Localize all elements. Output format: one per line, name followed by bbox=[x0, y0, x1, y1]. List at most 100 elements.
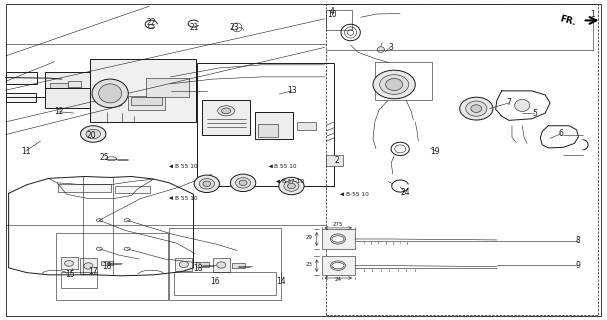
Ellipse shape bbox=[64, 260, 73, 266]
Text: 16: 16 bbox=[211, 277, 220, 286]
Bar bbox=[169, 228, 281, 300]
Bar bbox=[322, 256, 355, 275]
Ellipse shape bbox=[330, 234, 345, 244]
Text: 14: 14 bbox=[276, 277, 285, 286]
Text: B 55 10: B 55 10 bbox=[274, 164, 297, 169]
Bar bbox=[202, 100, 250, 135]
Text: 9: 9 bbox=[575, 261, 580, 270]
Ellipse shape bbox=[92, 79, 128, 108]
Ellipse shape bbox=[84, 263, 93, 269]
Ellipse shape bbox=[284, 181, 299, 191]
Ellipse shape bbox=[99, 84, 121, 103]
Text: 12: 12 bbox=[54, 107, 64, 116]
Bar bbox=[255, 112, 293, 140]
Ellipse shape bbox=[379, 75, 409, 94]
Bar bbox=[58, 184, 111, 192]
Bar bbox=[297, 122, 316, 130]
Bar bbox=[56, 233, 168, 300]
Text: 275: 275 bbox=[333, 222, 343, 227]
Bar bbox=[375, 62, 432, 100]
Text: B-55 10: B-55 10 bbox=[346, 192, 368, 197]
Ellipse shape bbox=[515, 100, 530, 111]
Bar bbox=[322, 229, 355, 249]
Text: 3: 3 bbox=[388, 43, 393, 52]
Bar bbox=[115, 186, 150, 193]
Text: 20: 20 bbox=[86, 131, 96, 140]
Text: 24: 24 bbox=[400, 188, 410, 197]
Ellipse shape bbox=[231, 174, 256, 192]
Text: 2: 2 bbox=[334, 156, 339, 165]
Ellipse shape bbox=[373, 70, 415, 99]
Ellipse shape bbox=[218, 106, 235, 116]
Bar bbox=[197, 63, 334, 186]
Ellipse shape bbox=[459, 97, 493, 120]
Text: 6: 6 bbox=[558, 129, 563, 138]
Bar bbox=[45, 72, 90, 93]
Bar bbox=[196, 262, 209, 267]
Text: 18: 18 bbox=[103, 262, 112, 271]
Ellipse shape bbox=[279, 177, 304, 195]
Bar bbox=[80, 258, 97, 274]
Text: 21: 21 bbox=[190, 23, 200, 32]
Text: FR.: FR. bbox=[558, 15, 577, 28]
Bar bbox=[128, 96, 164, 110]
Bar bbox=[146, 77, 189, 97]
Text: 17: 17 bbox=[89, 267, 98, 276]
Ellipse shape bbox=[239, 180, 247, 186]
Ellipse shape bbox=[203, 181, 211, 187]
Text: 8: 8 bbox=[575, 236, 580, 245]
Bar bbox=[90, 59, 196, 122]
Text: 29: 29 bbox=[305, 235, 313, 240]
Bar bbox=[5, 93, 36, 102]
Bar bbox=[61, 272, 97, 288]
Text: 19: 19 bbox=[430, 147, 440, 156]
Ellipse shape bbox=[385, 78, 402, 91]
Ellipse shape bbox=[222, 108, 231, 114]
Bar bbox=[61, 257, 78, 269]
Circle shape bbox=[332, 236, 344, 242]
Bar bbox=[131, 97, 161, 105]
Text: 13: 13 bbox=[287, 86, 297, 95]
Bar bbox=[101, 260, 113, 265]
Ellipse shape bbox=[377, 47, 384, 52]
Text: B 55 10: B 55 10 bbox=[175, 164, 197, 169]
Bar bbox=[175, 258, 192, 271]
Bar bbox=[327, 4, 599, 316]
Ellipse shape bbox=[194, 175, 220, 193]
Bar bbox=[5, 72, 37, 84]
Text: 23: 23 bbox=[229, 23, 239, 32]
Ellipse shape bbox=[330, 261, 345, 270]
Ellipse shape bbox=[288, 183, 296, 189]
Text: B 55 10: B 55 10 bbox=[175, 196, 197, 201]
Circle shape bbox=[332, 262, 344, 269]
Text: 4: 4 bbox=[330, 7, 335, 16]
Ellipse shape bbox=[179, 261, 188, 268]
Ellipse shape bbox=[466, 101, 487, 116]
Bar bbox=[174, 272, 276, 295]
Bar bbox=[50, 83, 68, 91]
Ellipse shape bbox=[81, 126, 106, 142]
Text: 24: 24 bbox=[334, 276, 342, 282]
Text: 22: 22 bbox=[146, 18, 156, 27]
Text: 7: 7 bbox=[506, 99, 511, 108]
Ellipse shape bbox=[199, 179, 214, 189]
Bar bbox=[327, 10, 352, 30]
Text: 1: 1 bbox=[591, 10, 595, 19]
Ellipse shape bbox=[217, 262, 226, 268]
Ellipse shape bbox=[471, 105, 482, 112]
Text: 10: 10 bbox=[328, 10, 337, 19]
Text: B-37-10: B-37-10 bbox=[282, 179, 305, 184]
Text: 25: 25 bbox=[100, 153, 109, 162]
Bar bbox=[213, 258, 230, 272]
Bar bbox=[232, 263, 245, 268]
Bar bbox=[258, 124, 277, 137]
Text: 15: 15 bbox=[66, 270, 75, 279]
Bar bbox=[327, 155, 344, 166]
Bar bbox=[45, 88, 90, 108]
Text: 23: 23 bbox=[305, 262, 313, 267]
Bar bbox=[68, 81, 81, 87]
Ellipse shape bbox=[236, 178, 251, 188]
Text: 18: 18 bbox=[193, 264, 203, 273]
Text: 5: 5 bbox=[532, 108, 537, 117]
Ellipse shape bbox=[86, 129, 101, 139]
